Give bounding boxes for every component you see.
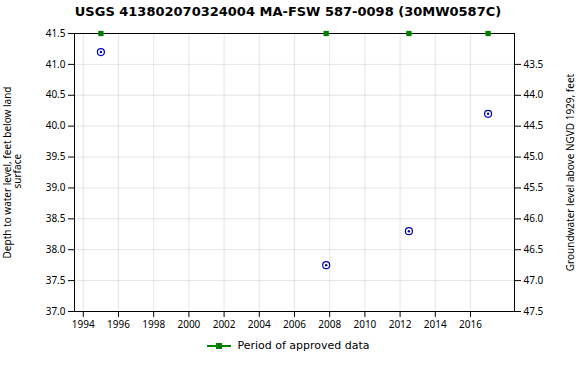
svg-text:41.5: 41.5 [46,26,66,40]
svg-text:41.0: 41.0 [46,57,66,71]
svg-text:40.5: 40.5 [46,87,66,101]
svg-text:1996: 1996 [107,317,130,331]
svg-text:44.0: 44.0 [524,87,544,101]
svg-text:46.5: 46.5 [524,242,544,256]
svg-text:2012: 2012 [389,317,412,331]
svg-text:47.5: 47.5 [524,304,544,318]
svg-text:2010: 2010 [353,317,376,331]
svg-text:39.5: 39.5 [46,149,66,163]
svg-text:38.0: 38.0 [46,242,66,256]
svg-text:38.5: 38.5 [46,211,66,225]
svg-text:Depth to water level, feet bel: Depth to water level, feet below land su… [0,87,24,259]
svg-text:45.0: 45.0 [524,149,544,163]
svg-text:46.0: 46.0 [524,211,544,225]
svg-text:2004: 2004 [248,317,271,331]
svg-text:2014: 2014 [424,317,447,331]
svg-text:44.5: 44.5 [524,118,544,132]
html-text:Period of approved data: Period of approved data [237,339,370,352]
svg-text:2000: 2000 [177,317,200,331]
html-text:USGS 413802070324004 MA-FSW 58: USGS 413802070324004 MA-FSW 587-0098 (30… [74,4,502,19]
svg-text:2002: 2002 [213,317,236,331]
svg-text:37.5: 37.5 [46,273,66,287]
svg-text:37.0: 37.0 [46,304,66,318]
svg-text:Groundwater level above NGVD 1: Groundwater level above NGVD 1929, feet [563,73,576,271]
svg-text:2006: 2006 [283,317,306,331]
svg-text:45.5: 45.5 [524,180,544,194]
svg-text:2016: 2016 [459,317,482,331]
svg-text:47.0: 47.0 [524,273,544,287]
svg-text:43.5: 43.5 [524,57,544,71]
svg-text:1994: 1994 [72,317,95,331]
svg-text:1998: 1998 [142,317,165,331]
svg-text:2008: 2008 [318,317,341,331]
svg-text:39.0: 39.0 [46,180,66,194]
svg-text:40.0: 40.0 [46,118,66,132]
